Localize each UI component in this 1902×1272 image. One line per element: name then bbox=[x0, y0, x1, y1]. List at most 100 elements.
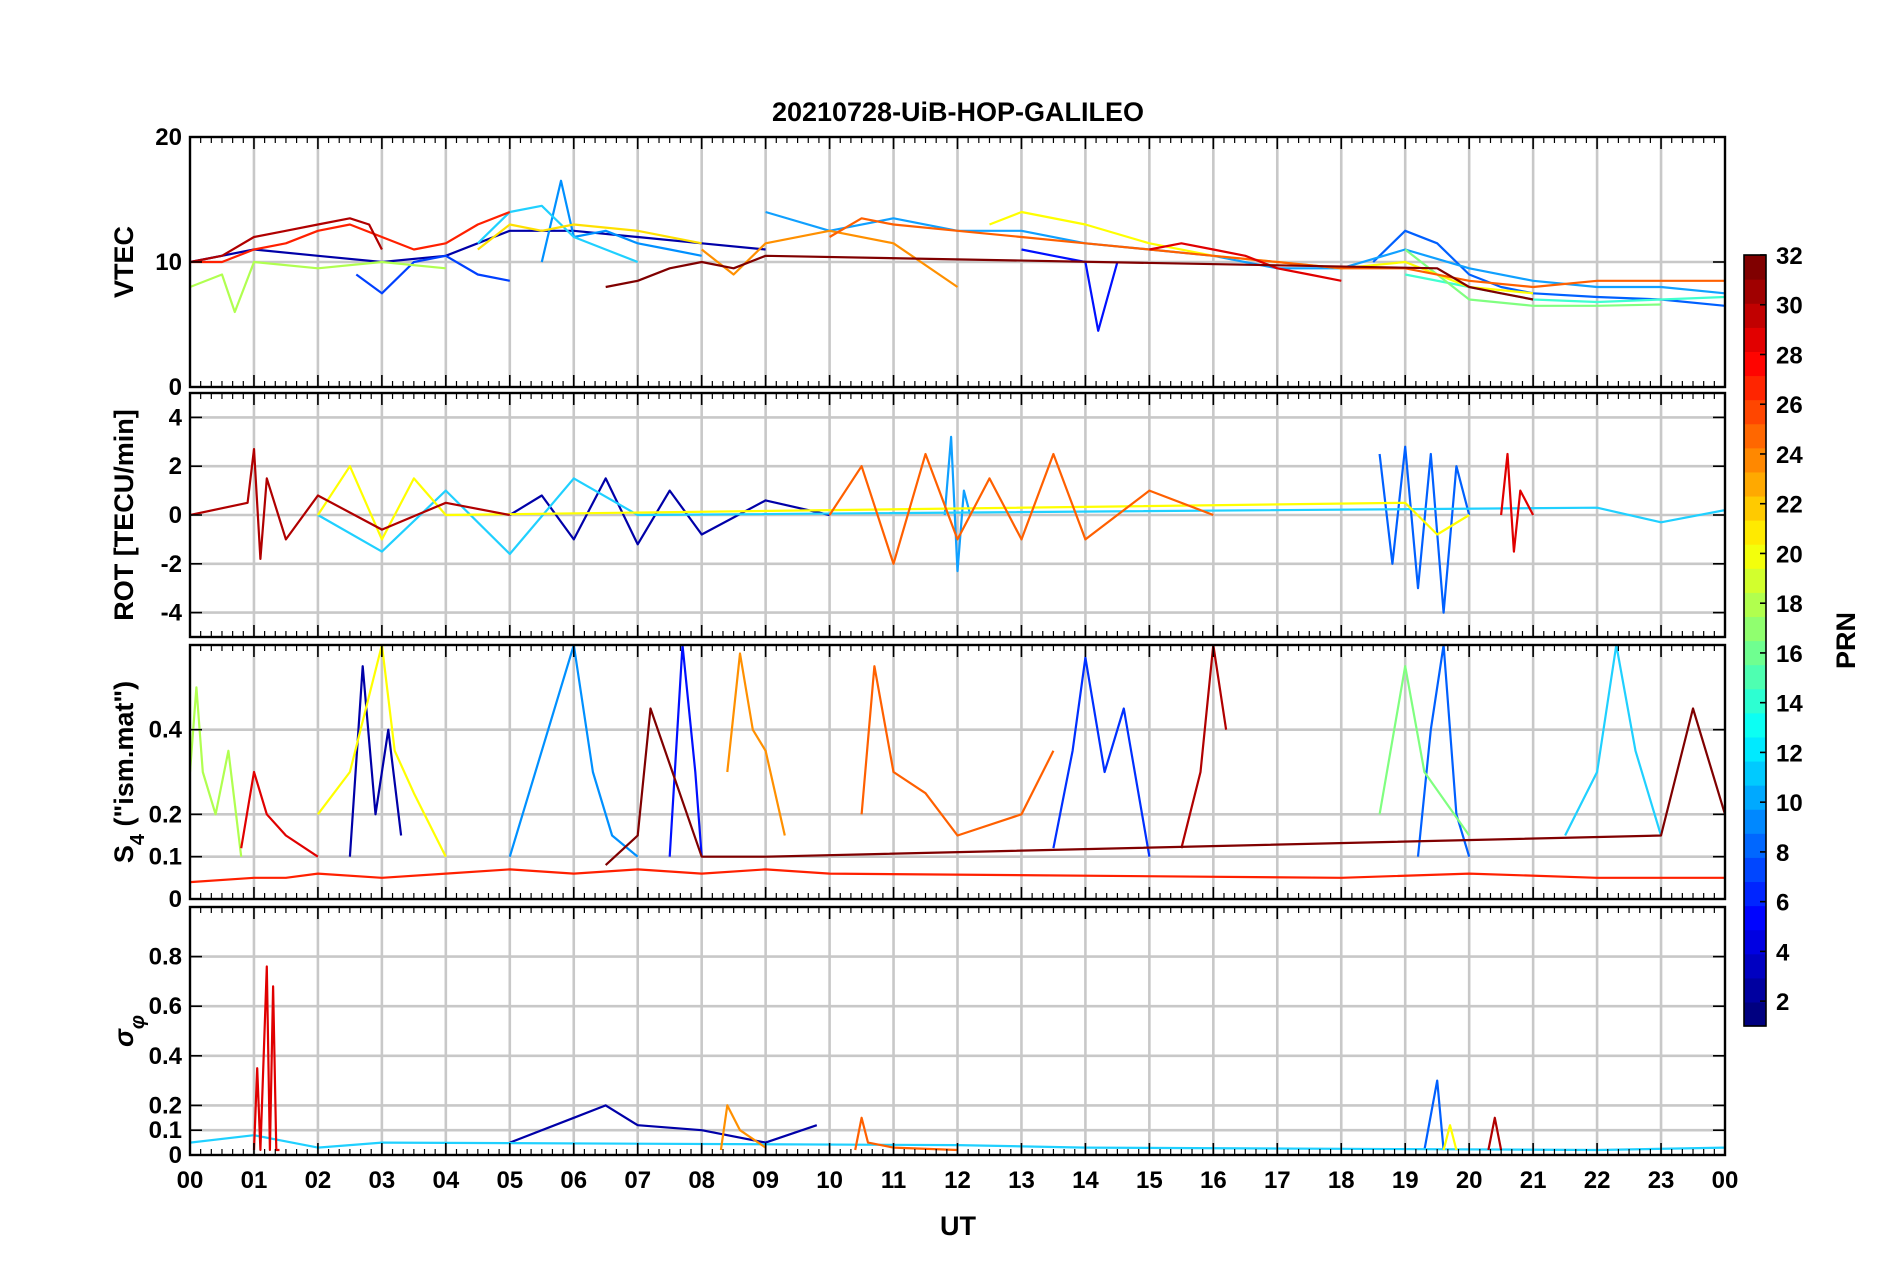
colorbar-segment bbox=[1744, 809, 1766, 834]
colorbar-segment bbox=[1744, 833, 1766, 858]
y-tick-label: 4 bbox=[169, 404, 183, 431]
colorbar-segment bbox=[1744, 351, 1766, 377]
x-tick-label: 22 bbox=[1584, 1167, 1611, 1194]
series-line-prn-20 bbox=[1442, 1124, 1458, 1151]
colorbar-segment bbox=[1744, 495, 1766, 521]
x-tick-label: 20 bbox=[1456, 1167, 1483, 1194]
x-tick-label: 14 bbox=[1072, 1167, 1099, 1194]
x-axis-label: UT bbox=[940, 1211, 976, 1241]
colorbar-segment bbox=[1744, 471, 1766, 497]
y-tick-label: 0.2 bbox=[149, 1092, 182, 1119]
x-tick-labels: 00 01 02 03 04 05 06 07 08 09 10 11 12 13 14 15 16 17 18 19… bbox=[177, 1167, 1739, 1194]
colorbar-segment bbox=[1744, 447, 1766, 473]
x-tick-label: 18 bbox=[1328, 1167, 1355, 1194]
series-group bbox=[190, 435, 1725, 614]
colorbar-tick-label: 2 bbox=[1776, 989, 1789, 1016]
y-tick-label: 0.1 bbox=[149, 1117, 182, 1144]
series-line-prn-29 bbox=[1149, 242, 1342, 282]
colorbar-segment bbox=[1744, 399, 1766, 425]
colorbar-segment bbox=[1744, 303, 1766, 328]
series-line-prn-25 bbox=[854, 1116, 958, 1152]
colorbar-tick-label: 24 bbox=[1776, 442, 1803, 469]
colorbar-tick-label: 14 bbox=[1776, 691, 1803, 718]
x-tick-label: 09 bbox=[752, 1167, 779, 1194]
series-line-prn-10 bbox=[943, 435, 972, 573]
series-line-prn-3 bbox=[668, 645, 703, 857]
series-group bbox=[190, 645, 1725, 884]
colorbar-segment bbox=[1744, 953, 1766, 979]
colorbar-frame bbox=[1743, 254, 1767, 1027]
colorbar-tick-label: 28 bbox=[1776, 342, 1803, 369]
x-tick-label: 04 bbox=[432, 1167, 459, 1194]
x-tick-label: 13 bbox=[1008, 1167, 1035, 1194]
series-line-prn-25 bbox=[829, 217, 1725, 289]
colorbar-tick-label: 32 bbox=[1776, 243, 1803, 270]
x-tick-label: 17 bbox=[1264, 1167, 1291, 1194]
series-line-prn-9 bbox=[508, 645, 639, 858]
series-line-prn-18 bbox=[190, 260, 446, 314]
x-tick-label: 15 bbox=[1136, 1167, 1163, 1194]
x-tick-label: 06 bbox=[560, 1167, 587, 1194]
colorbar-segment bbox=[1744, 905, 1766, 931]
x-tick-label: 05 bbox=[496, 1167, 523, 1194]
colorbar-segment bbox=[1744, 568, 1766, 593]
series-line-prn-18 bbox=[190, 686, 243, 857]
series-line-prn-31 bbox=[190, 217, 383, 264]
series-line-prn-29 bbox=[1500, 452, 1535, 553]
series-line-prn-28 bbox=[190, 868, 1725, 884]
colorbar-tick-label: 18 bbox=[1776, 591, 1803, 618]
colorbar-segment bbox=[1744, 640, 1766, 666]
colorbar-segment bbox=[1744, 520, 1766, 545]
y-tick-label: 0.2 bbox=[149, 801, 182, 828]
colorbar-segment bbox=[1744, 279, 1766, 304]
y-tick-label: 0.6 bbox=[149, 993, 182, 1020]
x-tick-label: 07 bbox=[624, 1167, 651, 1194]
y-tick-label: 0.4 bbox=[149, 717, 183, 744]
y-axis-label: σφ bbox=[109, 1015, 149, 1047]
y-tick-label: 0.1 bbox=[149, 844, 182, 871]
series-line-prn-12 bbox=[477, 204, 639, 264]
series-line-prn-23 bbox=[719, 1104, 767, 1151]
series-line-prn-31 bbox=[1180, 645, 1228, 849]
series-line-prn-16 bbox=[1378, 665, 1471, 837]
y-tick-label: 10 bbox=[155, 249, 182, 276]
x-tick-label: 01 bbox=[241, 1167, 268, 1194]
series-line-prn-23 bbox=[726, 652, 786, 836]
x-tick-label: 19 bbox=[1392, 1167, 1419, 1194]
y-tick-label: 0.8 bbox=[149, 944, 182, 971]
y-tick-label: 2 bbox=[169, 453, 182, 480]
y-axis-label: S4 ("ism.mat") bbox=[109, 681, 149, 863]
y-axis-label: VTEC bbox=[109, 226, 139, 298]
series-line-prn-31 bbox=[1487, 1116, 1503, 1151]
colorbar-segment bbox=[1744, 327, 1766, 352]
x-tick-label: 03 bbox=[369, 1167, 396, 1194]
x-tick-label: 00 bbox=[177, 1167, 204, 1194]
x-tick-label: 10 bbox=[816, 1167, 843, 1194]
colorbar-tick-label: 8 bbox=[1776, 840, 1789, 867]
series-line-prn-6 bbox=[1423, 1079, 1445, 1151]
chart-title: 20210728-UiB-HOP-GALILEO bbox=[772, 97, 1144, 127]
colorbar-segment bbox=[1744, 881, 1766, 907]
panel-s4: 0 0.1 0.2 0.4S4 ("ism.mat") bbox=[109, 643, 1727, 913]
y-tick-label: -4 bbox=[161, 600, 183, 627]
colorbar-segment bbox=[1744, 712, 1766, 738]
series-group bbox=[190, 179, 1725, 332]
y-axis-label: ROT [TECU/min] bbox=[109, 409, 139, 620]
colorbar-tick-label: 20 bbox=[1776, 541, 1803, 568]
x-tick-label: 11 bbox=[881, 1167, 906, 1194]
colorbar-tick-label: 6 bbox=[1776, 890, 1789, 917]
x-tick-label: 00 bbox=[1712, 1167, 1739, 1194]
series-line-prn-21 bbox=[477, 223, 702, 251]
colorbar-segment bbox=[1744, 1001, 1766, 1027]
series-line-prn-32 bbox=[604, 707, 1725, 866]
colorbar-segment bbox=[1744, 592, 1766, 618]
colorbar-segment bbox=[1744, 255, 1766, 280]
x-tick-label: 21 bbox=[1520, 1167, 1547, 1194]
colorbar-tick-label: 26 bbox=[1776, 392, 1803, 419]
series-line-prn-12 bbox=[1564, 645, 1663, 836]
y-tick-label: -2 bbox=[161, 551, 182, 578]
colorbar-tick-label: 16 bbox=[1776, 641, 1803, 668]
y-tick-label: 0 bbox=[169, 374, 182, 401]
